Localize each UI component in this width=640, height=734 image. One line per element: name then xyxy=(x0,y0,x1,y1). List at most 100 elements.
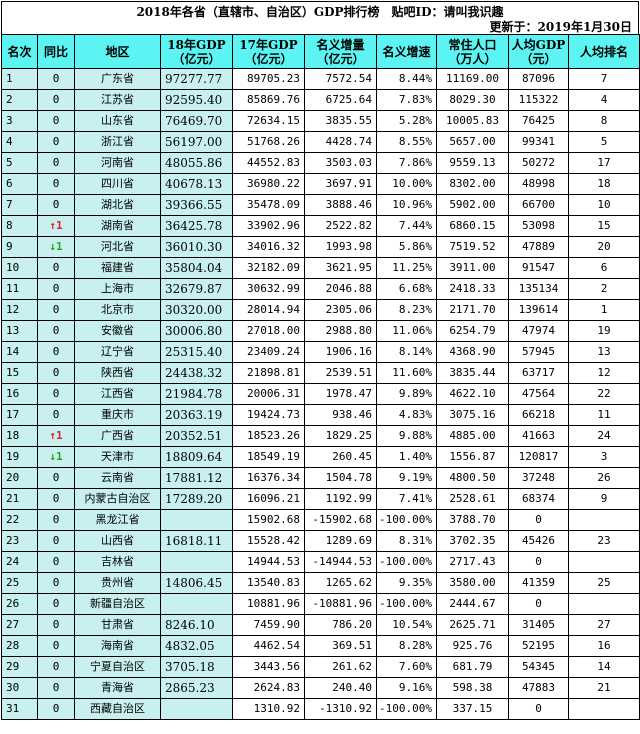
yoy-change: 0 xyxy=(52,534,60,547)
cell-gdp-2017: 15902.68 xyxy=(232,509,305,531)
table-row: 18 ↑1 广西省 20352.51 18523.26 1829.25 9.88% 4885.… xyxy=(1,425,640,447)
cell-region: 新疆自治区 xyxy=(74,593,161,615)
cell-region: 云南省 xyxy=(74,467,161,489)
cell-population: 2418.33 xyxy=(436,278,509,300)
cell-rank: 5 xyxy=(1,152,38,174)
cell-yoy: 0 xyxy=(37,68,75,90)
cell-per-capita-gdp: 57945 xyxy=(508,341,569,363)
cell-gdp-2017: 14944.53 xyxy=(232,551,305,573)
cell-increase: 6725.64 xyxy=(304,89,377,111)
cell-gdp-2017: 20006.31 xyxy=(232,383,305,405)
cell-population: 6254.79 xyxy=(436,320,509,342)
col-per-capita-header: 人均GDP （元） xyxy=(508,34,569,69)
table-row: 29 0 宁夏自治区 3705.18 3443.56 261.62 7.60% 681.79 5… xyxy=(1,656,640,678)
cell-population: 337.15 xyxy=(436,698,509,720)
cell-yoy: 0 xyxy=(37,677,75,699)
cell-yoy: 0 xyxy=(37,614,75,636)
cell-population: 681.79 xyxy=(436,656,509,678)
cell-increase: 7572.54 xyxy=(304,68,377,90)
cell-rank: 13 xyxy=(1,320,38,342)
cell-per-capita-gdp: 0 xyxy=(508,509,569,531)
yoy-change: 0 xyxy=(52,702,60,715)
cell-region: 西藏自治区 xyxy=(74,698,161,720)
cell-population: 7519.52 xyxy=(436,236,509,258)
cell-gdp-2017: 18523.26 xyxy=(232,425,305,447)
cell-gdp-2018: 35804.04 xyxy=(160,257,233,279)
cell-gdp-2018: 14806.45 xyxy=(160,572,233,594)
cell-per-capita-gdp: 99341 xyxy=(508,131,569,153)
cell-yoy: 0 xyxy=(37,320,75,342)
cell-per-capita-rank: 17 xyxy=(568,152,640,174)
cell-growth-rate: 11.25% xyxy=(376,257,437,279)
cell-region: 广西省 xyxy=(74,425,161,447)
cell-region: 辽宁省 xyxy=(74,341,161,363)
cell-per-capita-gdp: 37248 xyxy=(508,467,569,489)
col-per-capita-header-line1: 人均GDP xyxy=(511,37,566,52)
cell-per-capita-gdp: 53098 xyxy=(508,215,569,237)
table-row: 5 0 河南省 48055.86 44552.83 3503.03 7.86% 9559.13… xyxy=(1,152,640,174)
cell-gdp-2017: 7459.90 xyxy=(232,614,305,636)
cell-growth-rate: 5.28% xyxy=(376,110,437,132)
col-population-header: 常住人口 （万人） xyxy=(436,34,509,69)
cell-yoy: 0 xyxy=(37,698,75,720)
cell-rank: 10 xyxy=(1,257,38,279)
cell-gdp-2018: 20363.19 xyxy=(160,404,233,426)
cell-per-capita-rank: 26 xyxy=(568,467,640,489)
cell-yoy: 0 xyxy=(37,467,75,489)
cell-per-capita-rank xyxy=(568,698,640,720)
cell-yoy: 0 xyxy=(37,278,75,300)
cell-per-capita-rank: 10 xyxy=(568,194,640,216)
cell-population: 4368.90 xyxy=(436,341,509,363)
cell-growth-rate: -100.00% xyxy=(376,551,437,573)
cell-growth-rate: 8.55% xyxy=(376,131,437,153)
cell-yoy: ↑1 xyxy=(37,425,75,447)
cell-per-capita-gdp: 47883 xyxy=(508,677,569,699)
cell-gdp-2017: 44552.83 xyxy=(232,152,305,174)
cell-increase: 1993.98 xyxy=(304,236,377,258)
cell-increase: 938.46 xyxy=(304,404,377,426)
cell-rank: 8 xyxy=(1,215,38,237)
cell-per-capita-gdp: 115322 xyxy=(508,89,569,111)
cell-yoy: 0 xyxy=(37,572,75,594)
cell-per-capita-rank xyxy=(568,509,640,531)
cell-gdp-2018 xyxy=(160,698,233,720)
cell-rank: 31 xyxy=(1,698,38,720)
cell-growth-rate: 6.68% xyxy=(376,278,437,300)
cell-region: 北京市 xyxy=(74,299,161,321)
table-row: 11 0 上海市 32679.87 30632.99 2046.88 6.68% 2418.3… xyxy=(1,278,640,300)
cell-gdp-2017: 32182.09 xyxy=(232,257,305,279)
cell-population: 3835.44 xyxy=(436,362,509,384)
cell-gdp-2018: 16818.11 xyxy=(160,530,233,552)
cell-gdp-2018: 30006.80 xyxy=(160,320,233,342)
cell-per-capita-rank: 27 xyxy=(568,614,640,636)
cell-per-capita-rank: 21 xyxy=(568,677,640,699)
table-row: 6 0 四川省 40678.13 36980.22 3697.91 10.00% 8302.0… xyxy=(1,173,640,195)
cell-rank: 20 xyxy=(1,467,38,489)
header-row: 名次 同比 地区 18年GDP （亿元） 17年GDP （亿元） 名义增量 （亿元） … xyxy=(1,34,640,69)
table-row: 14 0 辽宁省 25315.40 23409.24 1906.16 8.14% 4368.9… xyxy=(1,341,640,363)
yoy-change: 0 xyxy=(52,660,60,673)
cell-per-capita-rank: 2 xyxy=(568,278,640,300)
col-gdp17-header: 17年GDP （亿元） xyxy=(232,34,305,69)
cell-yoy: 0 xyxy=(37,257,75,279)
table-row: 25 0 贵州省 14806.45 13540.83 1265.62 9.35% 3580.0… xyxy=(1,572,640,594)
cell-increase: 1829.25 xyxy=(304,425,377,447)
cell-yoy: 0 xyxy=(37,656,75,678)
cell-yoy: 0 xyxy=(37,110,75,132)
cell-yoy: ↓1 xyxy=(37,446,75,468)
yoy-change: 0 xyxy=(52,597,60,610)
cell-rank: 15 xyxy=(1,362,38,384)
cell-gdp-2017: 30632.99 xyxy=(232,278,305,300)
cell-rank: 2 xyxy=(1,89,38,111)
cell-per-capita-gdp: 41663 xyxy=(508,425,569,447)
table-row: 20 0 云南省 17881.12 16376.34 1504.78 9.19% 4800.5… xyxy=(1,467,640,489)
cell-gdp-2018: 17881.12 xyxy=(160,467,233,489)
cell-growth-rate: 7.44% xyxy=(376,215,437,237)
cell-per-capita-rank: 18 xyxy=(568,173,640,195)
cell-region: 吉林省 xyxy=(74,551,161,573)
cell-increase: 2988.80 xyxy=(304,320,377,342)
cell-gdp-2018: 2865.23 xyxy=(160,677,233,699)
cell-gdp-2018 xyxy=(160,551,233,573)
cell-region: 广东省 xyxy=(74,68,161,90)
cell-increase: 240.40 xyxy=(304,677,377,699)
